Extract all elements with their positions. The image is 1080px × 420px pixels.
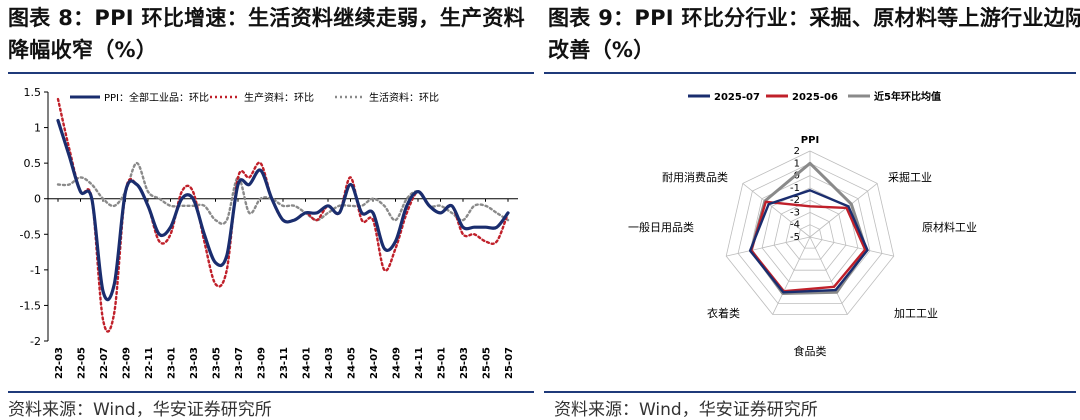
radar-tick-label: -4 (790, 220, 800, 231)
line-chart: 1.5 1 0.5 0 -0.5 -1 -1.5 -2 22-03 22-05 22-07 22-09… (20, 86, 518, 379)
radar-category-label: 食品类 (794, 344, 827, 358)
legend-label-1: PPI：全部工业品：环比 (104, 91, 209, 104)
x-tick-label: 23-05 (212, 347, 223, 379)
radar-category-label: 原材料工业 (922, 220, 977, 234)
x-tick-label: 24-11 (414, 347, 425, 379)
left-chart-title: 图表 8：PPI 环比增速：生活资料继续走弱，生产资料 降幅收窄（%） (8, 2, 536, 66)
radar-tick-label: 1 (794, 158, 800, 169)
left-title-line1: 图表 8：PPI 环比增速：生活资料继续走弱，生产资料 (8, 6, 525, 30)
x-tick-label: 22-11 (144, 347, 155, 379)
left-title-rule (8, 72, 534, 74)
left-panel: 图表 8：PPI 环比增速：生活资料继续走弱，生产资料 降幅收窄（%） 1.5 1… (0, 0, 536, 420)
radar-category-label: 耐用消费品类 (662, 170, 728, 184)
right-chart-title: 图表 9：PPI 环比分行业：采掘、原材料等上游行业边际 改善（%） (548, 2, 1080, 66)
x-tick-label: 23-09 (257, 347, 268, 379)
radar-grid-ring (737, 162, 883, 304)
radar-grid-ring (785, 211, 835, 260)
radar-legend-label-2: 2025-06 (792, 92, 838, 103)
radar-series-1 (748, 189, 869, 294)
radar-category-label: 衣着类 (707, 306, 740, 320)
right-source-rule (544, 391, 1076, 393)
radar-axis-title: PPI (801, 135, 819, 146)
y-tick-label: -2 (30, 335, 41, 348)
right-title-line1: 图表 9：PPI 环比分行业：采掘、原材料等上游行业边际 (548, 6, 1080, 30)
right-source: 资料来源：Wind，华安证券研究所 (554, 400, 818, 420)
legend-label-3: 生活资料：环比 (369, 91, 439, 104)
x-tick-label: 22-07 (99, 347, 110, 379)
radar-legend-label-1: 2025-07 (714, 92, 760, 103)
radar-spoke (809, 236, 894, 257)
series-line-1 (56, 118, 510, 302)
radar-spoke (726, 236, 811, 257)
x-tick-label: 23-01 (167, 347, 178, 379)
radar-category-label: 采掘工业 (888, 170, 932, 184)
x-tick-label: 25-01 (437, 347, 448, 379)
y-tick-label: 1 (34, 122, 41, 135)
radar-spoke (772, 236, 811, 315)
x-tick-label: 22-09 (122, 347, 133, 379)
right-title-rule (544, 72, 1076, 74)
radar-legend-label-3: 近5年环比均值 (874, 90, 941, 103)
legend-label-2: 生产资料：环比 (244, 91, 314, 104)
x-tick-label: 25-03 (459, 347, 470, 379)
y-tick-label: 0.5 (24, 157, 42, 170)
x-tick-label: 22-03 (54, 347, 65, 379)
radar-grid-ring (797, 224, 823, 249)
radar-category-label: 一般日用品类 (628, 220, 694, 234)
radar-grid-ring (773, 199, 847, 271)
radar-series-2 (750, 200, 867, 293)
x-tick-label: 25-07 (504, 347, 515, 379)
left-source: 资料来源：Wind，华安证券研究所 (8, 400, 272, 420)
y-tick-label: -0.5 (20, 228, 41, 241)
radar-tick-label: -1 (790, 183, 800, 194)
radar-tick-label: -3 (790, 207, 800, 218)
radar-chart: PPI210-1-2-3-4-5采掘工业原材料工业加工工业食品类衣着类一般日用品… (628, 90, 977, 358)
radar-spoke (809, 183, 878, 238)
radar-tick-label: -5 (790, 232, 800, 243)
radar-tick-label: -2 (790, 195, 800, 206)
series-line-2 (56, 97, 510, 333)
y-tick-label: 0 (34, 193, 41, 206)
x-tick-label: 23-03 (189, 347, 200, 379)
line-legend: PPI：全部工业品：环比 生产资料：环比 生活资料：环比 (70, 91, 439, 104)
series-line-3 (56, 161, 510, 226)
x-tick-label: 24-01 (302, 347, 313, 379)
radar-category-label: 加工工业 (894, 307, 938, 320)
x-tick-label: 24-09 (392, 347, 403, 379)
radar-tick-label: 2 (794, 146, 800, 157)
y-tick-label: 1.5 (24, 86, 42, 99)
right-title-line2: 改善（%） (548, 38, 655, 62)
radar-legend: 2025-07 2025-06 近5年环比均值 (688, 90, 941, 103)
x-tick-label: 22-05 (77, 347, 88, 379)
left-title-line2: 降幅收窄（%） (8, 38, 158, 62)
x-tick-label: 23-11 (279, 347, 290, 379)
x-tick-label: 23-07 (234, 347, 245, 379)
x-tick-label: 24-07 (369, 347, 380, 379)
x-tick-label: 25-05 (482, 347, 493, 379)
x-tick-label: 24-03 (324, 347, 335, 379)
radar-spoke (742, 183, 811, 238)
x-tick-label: 24-05 (347, 347, 358, 379)
y-tick-label: -1 (30, 264, 41, 277)
left-source-rule (8, 391, 534, 393)
y-tick-label: -1.5 (20, 299, 41, 312)
right-panel: 图表 9：PPI 环比分行业：采掘、原材料等上游行业边际 改善（%） PPI 2 1… (540, 0, 1080, 420)
radar-grid-ring (725, 150, 895, 315)
radar-spoke (809, 236, 848, 315)
